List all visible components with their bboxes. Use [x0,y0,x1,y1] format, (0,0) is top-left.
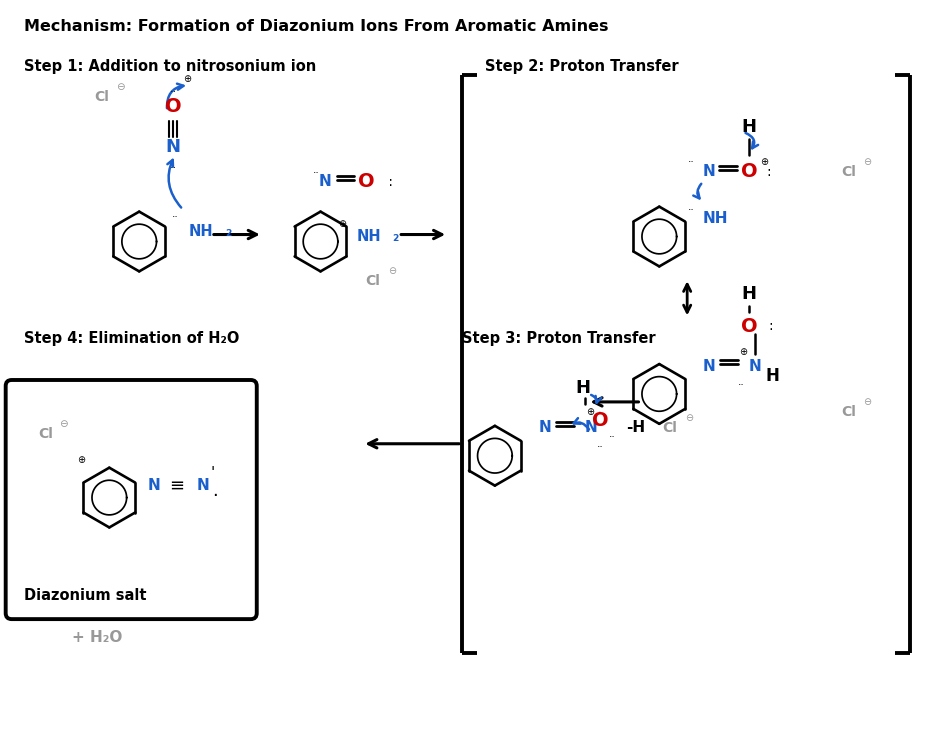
Text: ⊕: ⊕ [338,218,346,228]
Text: ⊕: ⊕ [760,156,768,167]
FancyArrowPatch shape [214,231,257,239]
FancyArrowPatch shape [683,284,691,312]
Text: N: N [703,164,716,179]
Text: ⊕: ⊕ [183,74,191,84]
FancyArrowPatch shape [594,398,639,406]
FancyArrowPatch shape [168,160,181,208]
Text: N: N [703,358,716,373]
Text: ₂: ₂ [225,224,232,239]
Text: ⊖: ⊖ [116,82,125,92]
Text: ..: .. [169,160,177,170]
Text: ⊖: ⊖ [863,397,871,407]
Text: ⊕: ⊕ [78,454,85,465]
FancyArrowPatch shape [694,184,701,198]
FancyArrowPatch shape [401,231,442,239]
Text: ⊕: ⊕ [586,407,594,417]
Text: :: : [769,319,773,333]
Text: N: N [319,174,331,189]
Text: ≡: ≡ [169,476,184,494]
Text: ..: .. [597,438,604,449]
Text: O: O [741,317,757,336]
Text: ₂: ₂ [393,229,398,244]
Text: NH: NH [357,229,381,244]
Text: ⊕: ⊕ [739,347,747,357]
Text: ⊖: ⊖ [59,419,68,429]
Text: ..: .. [171,209,179,218]
Text: O: O [358,172,375,191]
Text: -H: -H [626,420,645,435]
Text: ': ' [211,466,215,481]
Text: O: O [593,411,608,430]
Text: N: N [539,420,552,435]
Text: :: : [383,175,393,189]
Text: Step 4: Elimination of H₂O: Step 4: Elimination of H₂O [24,331,239,346]
FancyArrowPatch shape [591,395,601,403]
Text: NH: NH [189,224,214,239]
Text: ..: .. [738,377,745,387]
Text: ..: .. [169,84,177,94]
Text: O: O [741,163,757,181]
Text: H: H [575,379,590,397]
Text: Mechanism: Formation of Diazonium Ions From Aromatic Amines: Mechanism: Formation of Diazonium Ions F… [24,20,608,34]
Text: Cl: Cl [841,405,856,419]
FancyArrowPatch shape [745,133,758,148]
FancyArrowPatch shape [573,418,589,429]
Text: ..: .. [688,202,694,212]
Text: :: : [767,165,771,178]
Text: Cl: Cl [38,427,53,441]
Text: H: H [742,285,757,303]
Text: N: N [166,138,181,156]
Text: ..: .. [313,165,319,175]
FancyArrowPatch shape [167,84,183,108]
Text: Diazonium salt: Diazonium salt [24,587,146,603]
Text: N: N [584,420,597,435]
Text: Cl: Cl [841,165,856,178]
Text: NH: NH [703,211,729,226]
Text: ⊖: ⊖ [388,266,396,277]
Text: ·: · [212,487,218,504]
Text: H: H [766,367,780,385]
Text: N: N [749,358,762,373]
Text: O: O [165,98,181,116]
Text: N: N [197,478,209,493]
Text: Step 1: Addition to nitrosonium ion: Step 1: Addition to nitrosonium ion [24,59,316,74]
Text: Step 2: Proton Transfer: Step 2: Proton Transfer [485,59,679,74]
FancyBboxPatch shape [6,380,257,619]
Text: Cl: Cl [365,274,380,288]
Text: Cl: Cl [662,421,677,435]
Text: ..: .. [609,429,616,438]
Text: N: N [147,478,160,493]
Text: H: H [742,118,757,136]
Text: Step 3: Proton Transfer: Step 3: Proton Transfer [462,331,656,346]
Text: Cl: Cl [94,90,108,104]
Text: ⊖: ⊖ [685,413,694,423]
Text: ..: .. [688,153,694,164]
FancyArrowPatch shape [369,439,459,448]
Text: ·: · [595,405,601,423]
Text: ⊖: ⊖ [863,156,871,167]
Text: + H₂O: + H₂O [72,630,122,645]
